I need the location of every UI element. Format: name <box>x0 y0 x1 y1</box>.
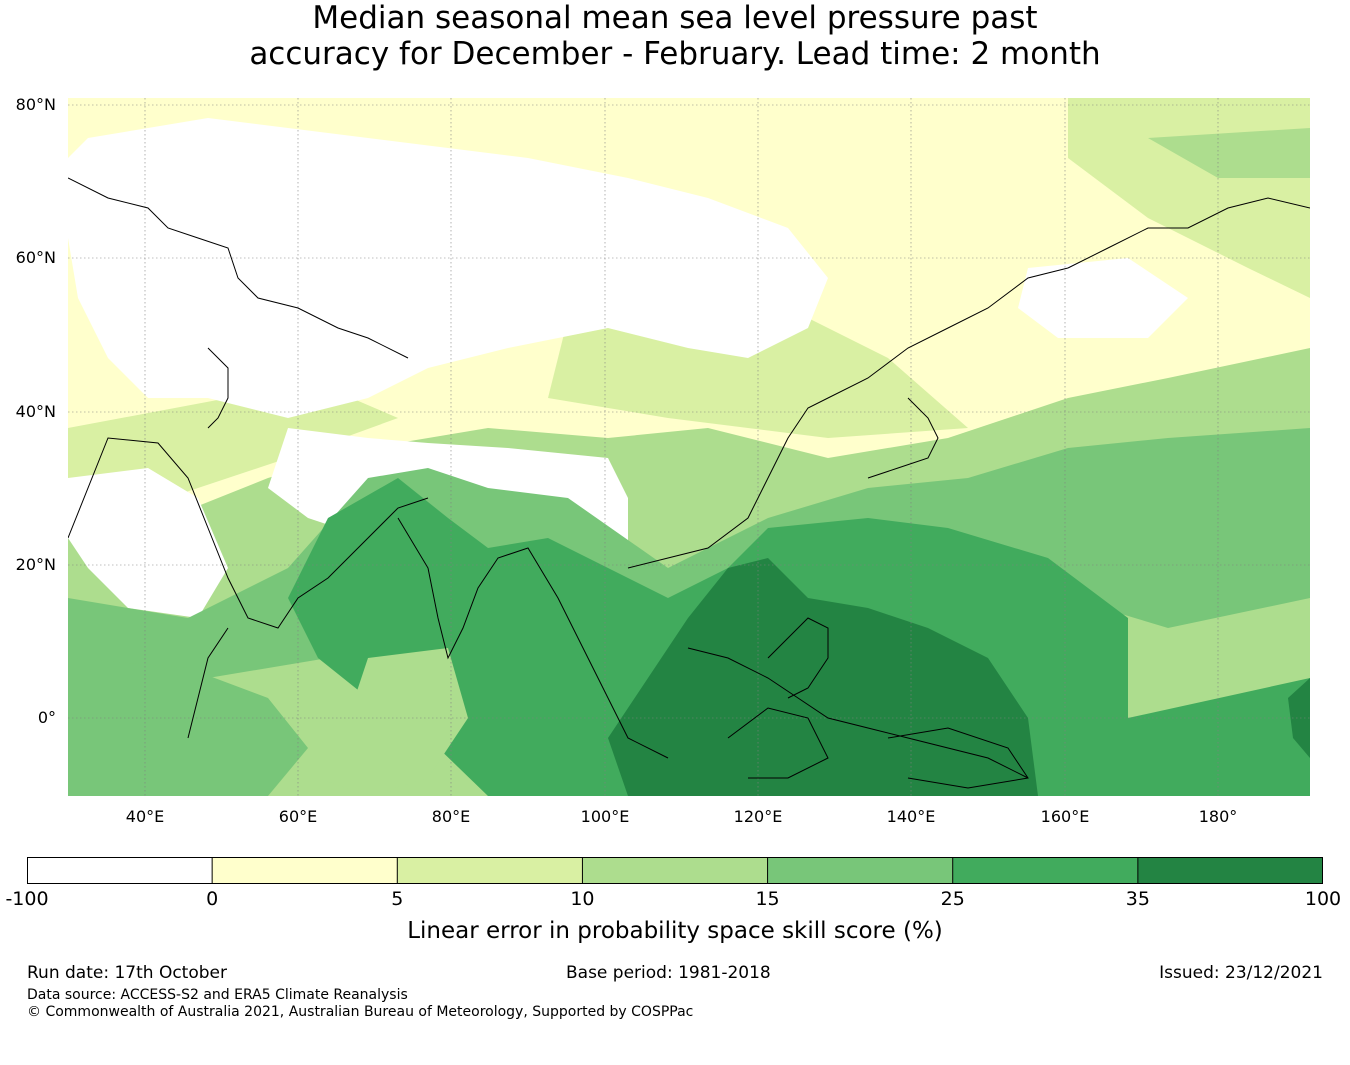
lon-label-140e: 140°E <box>886 807 936 826</box>
coast-new-guinea <box>887 727 1029 789</box>
coast-south-asia <box>397 517 669 759</box>
lat-label-0: 0° <box>37 708 56 727</box>
map-canvas <box>68 98 1310 796</box>
colorbar-tick-label: 15 <box>755 888 780 910</box>
graticule <box>68 98 1310 796</box>
lon-label-80e: 80°E <box>431 807 471 826</box>
colorbar-segment-2 <box>397 857 583 884</box>
lon-label-60e: 60°E <box>278 807 318 826</box>
coast-caspian <box>207 347 229 429</box>
colorbar-tick-label: 0 <box>206 888 219 910</box>
data-source: Data source: ACCESS-S2 and ERA5 Climate … <box>27 987 408 1003</box>
lon-label-120e: 120°E <box>733 807 783 826</box>
colorbar-svg <box>27 857 1323 884</box>
lon-label-160e: 160°E <box>1040 807 1090 826</box>
title-line-1: Median seasonal mean sea level pressure … <box>312 0 1038 36</box>
colorbar <box>27 857 1323 884</box>
base-period: Base period: 1981-2018 <box>566 963 771 983</box>
colorbar-segment-5 <box>952 857 1139 884</box>
colorbar-frame <box>27 857 1323 884</box>
lon-label-40e: 40°E <box>125 807 165 826</box>
coast-arabia <box>68 437 429 629</box>
field-35-100-east <box>1288 678 1310 758</box>
colorbar-segment-4 <box>767 857 954 884</box>
field-35-100 <box>608 558 1038 796</box>
colorbar-segment-6 <box>1137 857 1323 884</box>
colorbar-tick-label: 100 <box>1304 888 1342 910</box>
field-10-15-ne <box>1148 128 1310 178</box>
skill-score-map <box>68 98 1310 796</box>
colorbar-tick-label: -100 <box>5 888 49 910</box>
coastlines <box>68 177 1310 789</box>
map-title: Median seasonal mean sea level pressure … <box>0 0 1350 72</box>
lon-label-180: 180° <box>1198 807 1238 826</box>
run-date: Run date: 17th October <box>27 963 227 983</box>
colorbar-segment-0 <box>27 857 213 884</box>
field-negative-eurasia <box>68 118 828 418</box>
copyright: © Commonwealth of Australia 2021, Austra… <box>27 1004 694 1020</box>
coast-philippines <box>767 617 829 699</box>
coast-japan <box>867 397 939 479</box>
lat-label-40: 40°N <box>15 402 56 421</box>
coast-east-asia <box>627 267 1069 569</box>
colorbar-tick-label: 5 <box>391 888 404 910</box>
field-10-15-india-ocean <box>318 648 468 796</box>
colorbar-segment-3 <box>582 857 769 884</box>
field-15-25-sw <box>68 658 308 796</box>
issued-date: Issued: 23/12/2021 <box>1159 963 1323 983</box>
coast-maritime <box>687 647 1029 779</box>
colorbar-tick-label: 10 <box>570 888 595 910</box>
field-negative-kamchatka <box>1018 258 1188 338</box>
coast-far-east <box>1067 197 1310 269</box>
colorbar-tick-label: 35 <box>1125 888 1150 910</box>
colorbar-tick-label: 25 <box>940 888 965 910</box>
coast-borneo <box>727 707 829 779</box>
colorbar-segment-1 <box>212 857 398 884</box>
lat-label-20: 20°N <box>15 555 56 574</box>
coast-east-africa <box>187 627 229 739</box>
lat-label-60: 60°N <box>15 248 56 267</box>
coast-north-russia <box>68 177 409 359</box>
lat-label-80: 80°N <box>15 95 56 114</box>
title-line-2: accuracy for December - February. Lead t… <box>249 36 1101 72</box>
lon-label-100e: 100°E <box>580 807 630 826</box>
field-25-35-east <box>1128 678 1310 796</box>
field-negative-arabia <box>68 468 228 618</box>
colorbar-label: Linear error in probability space skill … <box>407 918 943 944</box>
